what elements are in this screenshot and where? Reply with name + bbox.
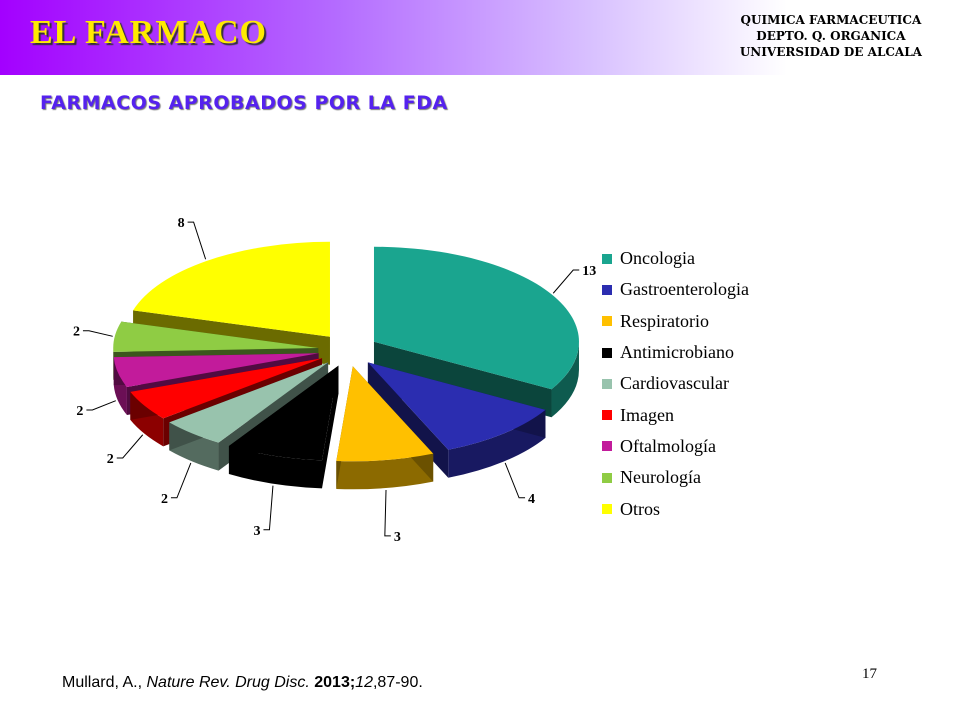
data-label-antimicrobiano: 3 <box>253 524 260 539</box>
legend-item-neurologia: Neurología <box>602 462 749 493</box>
data-label-neurologia: 2 <box>73 325 80 340</box>
data-label-otros: 8 <box>178 216 185 231</box>
legend-label: Neurología <box>620 467 701 488</box>
pie-slice-top <box>373 246 579 390</box>
data-label-imagen: 2 <box>107 452 114 467</box>
pie-slice-side <box>336 453 434 490</box>
label-leader-line <box>384 490 391 537</box>
legend-swatch <box>602 410 612 421</box>
pie-slice-top <box>133 241 330 337</box>
organization-block: QUIMICA FARMACEUTICA DEPTO. Q. ORGANICA … <box>740 12 922 60</box>
pie-slice-side <box>551 341 579 418</box>
data-label-respiratorio: 3 <box>394 530 401 545</box>
legend-item-otros: Otros <box>602 493 749 524</box>
header-banner <box>0 0 960 75</box>
label-leader-line <box>504 462 526 499</box>
data-label-oncologia: 13 <box>582 264 596 279</box>
legend-label: Oftalmología <box>620 435 716 456</box>
org-line: UNIVERSIDAD DE ALCALA <box>739 45 922 59</box>
legend-swatch <box>602 504 612 515</box>
pie-slice-top <box>113 321 319 352</box>
label-leader-line <box>263 485 274 531</box>
slide-subtitle: FARMACOS APROBADOS POR LA FDA <box>40 92 448 114</box>
slide-title: EL FARMACO <box>30 14 267 51</box>
data-label-gastroenterologia: 4 <box>528 492 535 507</box>
label-leader-line <box>116 434 144 459</box>
legend-item-antimicrobiano: Antimicrobiano <box>602 337 749 368</box>
legend-label: Oncologia <box>620 248 695 269</box>
citation: Mullard, A., Nature Rev. Drug Disc. 2013… <box>62 674 423 692</box>
data-label-cardiovascular: 2 <box>161 492 168 507</box>
label-leader-line <box>86 400 116 411</box>
legend-item-oftalmologia: Oftalmología <box>602 431 749 462</box>
citation-year: 2013; <box>309 674 356 691</box>
legend-item-gastroenterologia: Gastroenterologia <box>602 274 749 305</box>
label-leader-line <box>170 462 192 499</box>
data-label-oftalmologia: 2 <box>76 404 83 419</box>
legend-item-imagen: Imagen <box>602 399 749 430</box>
legend-item-respiratorio: Respiratorio <box>602 306 749 337</box>
legend-label: Cardiovascular <box>620 373 729 394</box>
legend-swatch <box>602 253 612 264</box>
legend-swatch <box>602 347 612 358</box>
org-line: DEPTO. Q. ORGANICA <box>756 29 906 43</box>
label-leader-line <box>82 330 113 337</box>
pie-slice-top <box>169 362 329 443</box>
pie-slice-oncologia <box>373 246 579 418</box>
legend-label: Otros <box>620 498 660 519</box>
chart-legend: Oncologia Gastroenterologia Respiratorio An… <box>602 243 749 525</box>
legend-label: Antimicrobiano <box>620 342 734 363</box>
legend-swatch <box>602 316 612 327</box>
legend-swatch <box>602 441 612 452</box>
legend-item-cardiovascular: Cardiovascular <box>602 368 749 399</box>
pie-slice-top <box>367 362 546 450</box>
legend-item-oncologia: Oncologia <box>602 243 749 274</box>
label-leader-line <box>552 269 580 294</box>
page-number: 17 <box>862 666 877 682</box>
pie-slice-gastroenterologia <box>367 362 546 478</box>
pie-slice-top <box>336 366 434 462</box>
label-leader-line <box>187 221 207 260</box>
pie-slice-antimicrobiano <box>228 365 339 489</box>
pie-slice-wall <box>373 341 552 418</box>
citation-volume: 12 <box>355 674 373 691</box>
citation-pages: ,87-90. <box>372 674 423 691</box>
legend-label: Respiratorio <box>620 310 709 331</box>
legend-swatch <box>602 378 612 389</box>
pie-slice-top <box>228 365 339 461</box>
legend-swatch <box>602 284 612 295</box>
legend-label: Gastroenterologia <box>620 279 749 300</box>
pie-slice-top <box>113 353 319 387</box>
org-line: QUIMICA FARMACEUTICA <box>740 13 922 27</box>
citation-journal: Nature Rev. Drug Disc. <box>146 674 310 691</box>
pie-slice-respiratorio <box>336 366 434 490</box>
citation-author: Mullard, A., <box>62 674 147 691</box>
legend-label: Imagen <box>620 404 674 425</box>
pie-slice-top <box>130 358 323 419</box>
legend-swatch <box>602 472 612 483</box>
